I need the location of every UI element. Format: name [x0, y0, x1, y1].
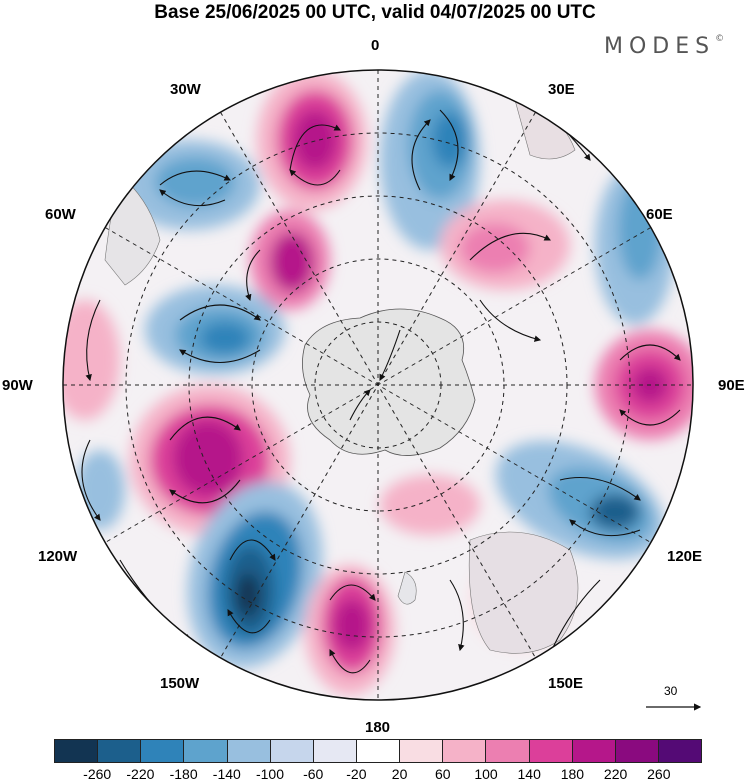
lon-label-30w: 30W — [170, 81, 201, 98]
brand-name: MODES — [604, 34, 716, 59]
lon-label-90e: 90E — [718, 377, 745, 394]
map-title: Base 25/06/2025 00 UTC, valid 04/07/2025… — [154, 2, 596, 23]
reference-vector-label: 30 — [664, 684, 678, 698]
antarctica-landmass — [302, 308, 476, 456]
colorbar-swatch — [141, 740, 185, 762]
colorbar-tick-label: 100 — [474, 766, 498, 782]
australia-landmass — [468, 531, 579, 654]
lon-label-30e: 30E — [548, 81, 575, 98]
lon-label-150w: 150W — [160, 675, 200, 692]
colorbar-swatch — [615, 740, 659, 762]
lon-label-60e: 60E — [646, 206, 673, 223]
colorbar-tick-label: -20 — [346, 766, 367, 782]
colorbar-swatch — [572, 740, 616, 762]
new-zealand-landmass — [397, 571, 417, 605]
colorbar-swatch — [443, 740, 487, 762]
colorbar-tick-labels: -260 -220 -180 -140 -100 -60 -20 20 60 100 140 180 2… — [0, 766, 750, 782]
lon-label-180: 180 — [365, 719, 391, 736]
colorbar-tick-label: 220 — [603, 766, 628, 782]
lon-label-0: 0 — [371, 37, 380, 54]
colorbar-tick-label: 60 — [435, 766, 451, 782]
colorbar — [54, 739, 702, 763]
colorbar-swatch — [356, 740, 401, 762]
colorbar-tick-label: -100 — [255, 766, 285, 782]
colorbar-swatch — [184, 740, 228, 762]
lon-label-120e: 120E — [667, 548, 703, 565]
colorbar-tick-label: 140 — [517, 766, 541, 782]
brand-mark: © — [715, 33, 725, 44]
graticule — [63, 70, 693, 700]
colorbar-tick-label: -180 — [169, 766, 198, 782]
colorbar-tick-label: -60 — [303, 766, 324, 782]
colorbar-swatch — [98, 740, 142, 762]
colorbar-swatch — [270, 740, 314, 762]
colorbar-swatch — [529, 740, 573, 762]
colorbar-tick-label: -220 — [126, 766, 155, 782]
lon-label-120w: 120W — [38, 548, 78, 565]
map-boundary — [62, 69, 694, 701]
colorbar-tick-label: 260 — [647, 766, 671, 782]
modes-logo: MODES© — [604, 34, 724, 59]
colorbar-swatch — [400, 740, 444, 762]
colorbar-swatch — [658, 740, 702, 762]
colorbar-tick-label: 180 — [560, 766, 585, 782]
lon-label-60w: 60W — [45, 206, 76, 223]
colorbar-tick-label: -260 — [83, 766, 112, 782]
lon-label-90w: 90W — [2, 377, 33, 394]
colorbar-swatch — [227, 740, 271, 762]
lon-label-150e: 150E — [548, 675, 584, 692]
colorbar-tick-label: -140 — [212, 766, 241, 782]
colorbar-swatch — [55, 740, 99, 762]
map-disc — [63, 70, 693, 700]
colorbar-swatch — [486, 740, 530, 762]
colorbar-swatch — [313, 740, 357, 762]
colorbar-tick-label: 20 — [391, 766, 408, 782]
